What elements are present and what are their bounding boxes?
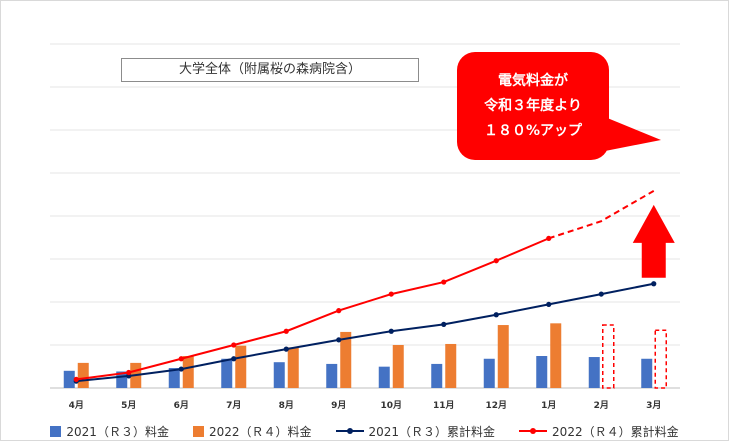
x-tick-label: 12月 xyxy=(485,400,507,411)
bar-2022-11月 xyxy=(445,343,457,388)
legend: 2021（Ｒ３）料金 2022（Ｒ４）料金 2021（Ｒ３）累計料金 2022（… xyxy=(0,421,729,441)
x-tick-label: 10月 xyxy=(380,400,402,411)
cumulative-point-2022-6月 xyxy=(178,356,184,362)
bar-2022-forecast-2月 xyxy=(602,324,615,389)
bar-2022-8月 xyxy=(287,347,299,388)
bar-2021-1月 xyxy=(536,356,548,388)
x-tick-label: 4月 xyxy=(69,400,84,411)
x-tick-label: 5月 xyxy=(121,400,136,411)
callout-box: 電気料金が 令和３年度より １８０%アップ xyxy=(457,52,609,160)
bar-2021-8月 xyxy=(273,362,285,388)
callout-line-2: 令和３年度より xyxy=(484,98,582,114)
cumulative-point-2021-11月 xyxy=(441,321,447,327)
x-tick-label: 1月 xyxy=(541,400,556,411)
bar-2022-10月 xyxy=(392,345,404,388)
cumulative-point-2022-10月 xyxy=(388,291,394,297)
x-tick-label: 9月 xyxy=(331,400,346,411)
bar-2021-2月 xyxy=(588,357,600,388)
legend-label: 2022（Ｒ４）料金 xyxy=(208,424,312,439)
legend-swatch-red-line xyxy=(519,428,548,434)
callout-line-1: 電気料金が xyxy=(498,73,568,89)
x-tick-label: 7月 xyxy=(226,400,241,411)
bar-2021-12月 xyxy=(483,358,495,388)
bar-2021-9月 xyxy=(326,363,338,388)
cumulative-point-2021-10月 xyxy=(388,328,394,334)
cumulative-point-2022-11月 xyxy=(441,279,447,285)
cumulative-point-2021-3月 xyxy=(651,281,657,287)
bar-2022-7月 xyxy=(235,345,247,388)
x-tick-label: 6月 xyxy=(174,400,189,411)
legend-item-2021-cumulative: 2021（Ｒ３）累計料金 xyxy=(335,423,496,440)
bar-2022-12月 xyxy=(497,325,509,388)
cumulative-projection-2022 xyxy=(548,190,655,240)
cumulative-line-2021 xyxy=(76,282,654,383)
cumulative-point-2021-8月 xyxy=(283,346,289,352)
bar-2021-5月 xyxy=(116,371,128,388)
cumulative-point-2021-6月 xyxy=(178,366,184,372)
bar-2021-7月 xyxy=(221,358,233,388)
increase-arrow xyxy=(632,204,675,278)
cumulative-point-2022-4月 xyxy=(73,376,79,382)
legend-swatch-blue xyxy=(50,425,62,437)
legend-item-2022-cumulative: 2022（Ｒ４）累計料金 xyxy=(519,423,679,440)
legend-swatch-navy-line xyxy=(335,428,364,434)
bar-2022-6月 xyxy=(182,356,194,388)
legend-item-2022-fee: 2022（Ｒ４）料金 xyxy=(192,423,312,440)
cumulative-point-2021-2月 xyxy=(598,291,604,297)
x-tick-label: 8月 xyxy=(279,400,294,411)
cumulative-point-2021-12月 xyxy=(493,312,499,318)
cumulative-point-2022-9月 xyxy=(336,308,342,314)
bar-2022-9月 xyxy=(340,331,352,388)
cumulative-point-2021-7月 xyxy=(231,356,237,362)
cumulative-point-2022-5月 xyxy=(126,369,132,376)
chart-title: 大学全体（附属桜の森病院含） xyxy=(121,58,419,82)
cumulative-point-2022-7月 xyxy=(231,342,237,348)
callout-line-3: １８０%アップ xyxy=(483,123,583,139)
legend-label: 2021（Ｒ３）累計料金 xyxy=(368,424,496,439)
legend-label: 2021（Ｒ３）料金 xyxy=(66,424,169,439)
cumulative-point-2022-12月 xyxy=(493,258,499,264)
cumulative-point-2021-9月 xyxy=(336,337,342,343)
bar-2022-4月 xyxy=(77,362,89,388)
cumulative-point-2021-1月 xyxy=(546,301,552,308)
x-tick-label: 11月 xyxy=(433,400,455,411)
legend-item-2021-fee: 2021（Ｒ３）料金 xyxy=(50,423,169,440)
bar-2021-4月 xyxy=(63,370,75,388)
legend-swatch-orange xyxy=(192,425,204,437)
bar-2021-3月 xyxy=(641,358,653,388)
x-tick-label: 2月 xyxy=(594,400,609,411)
legend-label: 2022（Ｒ４）累計料金 xyxy=(552,424,679,439)
bar-2021-11月 xyxy=(431,363,443,388)
bar-2022-1月 xyxy=(550,323,562,388)
bar-2022-forecast-3月 xyxy=(654,329,667,389)
bar-2021-10月 xyxy=(378,366,390,388)
x-tick-label: 3月 xyxy=(646,400,661,411)
cumulative-line-2022 xyxy=(76,237,550,381)
bar-2021-6月 xyxy=(168,368,180,388)
cumulative-point-2022-8月 xyxy=(283,328,289,334)
